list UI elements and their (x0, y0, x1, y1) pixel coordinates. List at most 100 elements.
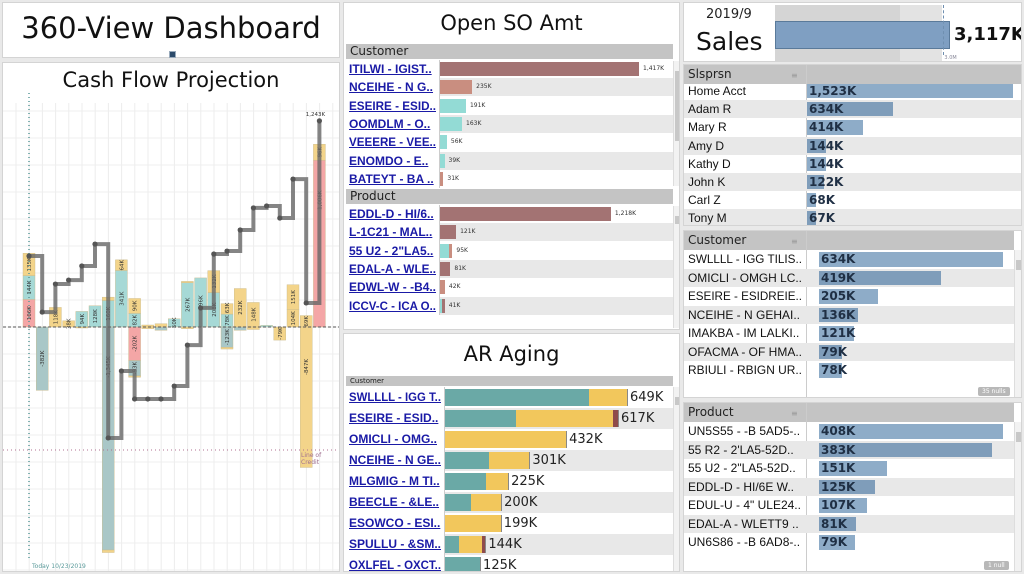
customer-link[interactable]: BEECLE - &LE.. (349, 495, 440, 509)
customer-link[interactable]: 55 U2 - 2"LA5.. (349, 243, 434, 258)
value-bar[interactable] (807, 211, 817, 225)
value-bar[interactable] (807, 156, 827, 171)
cash-balance-point[interactable] (290, 176, 296, 182)
customer-link[interactable]: SWLLLL - IGG T.. (349, 390, 441, 404)
customer-link[interactable]: NCEIHE - N GE.. (349, 453, 441, 467)
list-item[interactable]: ESEIRE - ESIDREIE.. 205K (684, 287, 1014, 306)
list-item[interactable]: Carl Z 68K (684, 191, 1021, 209)
value-bar[interactable] (807, 193, 817, 208)
sales-product-scrollbar[interactable] (1014, 422, 1021, 571)
cash-flow-bar[interactable] (128, 298, 141, 314)
aging-segment[interactable] (459, 536, 482, 553)
bar-segment[interactable] (439, 298, 442, 313)
cash-balance-point[interactable] (26, 253, 32, 259)
cash-flow-bar[interactable] (115, 259, 128, 271)
open-so-customer-scrollbar[interactable] (673, 61, 679, 186)
ar-aging-scrollbar[interactable] (673, 387, 679, 571)
value-bar[interactable] (819, 516, 856, 531)
value-bar[interactable] (819, 461, 888, 476)
sort-icon[interactable]: ≡ (791, 409, 798, 418)
list-item[interactable]: IMAKBA - IM LALKI.. 121K (684, 324, 1014, 343)
aging-segment[interactable] (445, 515, 501, 532)
cash-balance-point[interactable] (118, 368, 124, 374)
list-item[interactable]: OMICLI - OMGH LC.. 419K (684, 268, 1014, 287)
list-item[interactable]: Tony M 67K (684, 209, 1021, 225)
aging-segment[interactable] (445, 410, 516, 427)
value-bar[interactable] (819, 479, 876, 494)
cash-balance-point[interactable] (277, 215, 283, 221)
sort-icon[interactable]: ≡ (791, 237, 798, 246)
aging-segment[interactable] (471, 494, 502, 511)
cash-balance-point[interactable] (66, 277, 72, 283)
customer-link[interactable]: OMICLI - OMG.. (349, 432, 437, 446)
value-bar[interactable] (819, 363, 842, 378)
aging-segment[interactable] (482, 536, 486, 553)
aging-segment[interactable] (445, 557, 481, 571)
sort-icon[interactable]: ≡ (791, 71, 798, 80)
bar-segment[interactable] (439, 261, 451, 276)
bar-segment[interactable] (439, 98, 466, 113)
value-bar[interactable] (819, 344, 842, 359)
value-bar[interactable] (807, 102, 893, 117)
bar-segment[interactable] (441, 298, 445, 313)
cash-balance-point[interactable] (250, 205, 256, 211)
list-item[interactable]: OFACMA - OF HMA.. 79K (684, 342, 1014, 361)
bar-segment[interactable] (439, 225, 457, 240)
cash-balance-point[interactable] (52, 281, 59, 287)
cash-balance-point[interactable] (145, 396, 151, 402)
cash-balance-point[interactable] (79, 263, 85, 269)
value-bar[interactable] (819, 326, 855, 341)
cash-flow-bar[interactable] (260, 325, 273, 328)
customer-link[interactable]: L-1C21 - MAL.. (349, 225, 433, 240)
cash-flow-bar[interactable] (36, 326, 49, 391)
customer-link[interactable]: EDWL-W - -B4.. (349, 280, 436, 295)
sales-customer-scrollbar[interactable] (1014, 250, 1021, 397)
value-bar[interactable] (819, 289, 879, 304)
cash-balance-point[interactable] (198, 305, 204, 311)
cash-balance-point[interactable] (158, 396, 164, 402)
customer-link[interactable]: EDAL-A - WLE.. (349, 261, 436, 276)
bar-segment[interactable] (439, 153, 445, 168)
list-item[interactable]: RBIULI - RBIGN UR.. 78K (684, 361, 1014, 380)
customer-link[interactable]: ESOWCO - ESI.. (349, 516, 441, 530)
customer-link[interactable]: ENOMDO - E.. (349, 153, 429, 168)
cash-balance-point[interactable] (184, 342, 190, 348)
customer-link[interactable]: ESEIRE - ESID.. (349, 98, 436, 113)
value-bar[interactable] (819, 535, 855, 550)
cash-balance-point[interactable] (171, 383, 177, 389)
cash-balance-point[interactable] (303, 300, 309, 306)
aging-segment[interactable] (612, 410, 619, 427)
list-item[interactable]: 55 R2 - 2'LA5-52D.. 383K (684, 440, 1014, 459)
value-bar[interactable] (819, 270, 941, 285)
customer-link[interactable]: OOMDLM - O.. (349, 116, 431, 131)
customer-link[interactable]: BATEYT - BA .. (349, 171, 434, 186)
aging-segment[interactable] (445, 473, 486, 490)
cash-balance-point[interactable] (92, 241, 98, 247)
list-item[interactable]: SWLLLL - IGG TILIS.. 634K (684, 250, 1014, 269)
value-bar[interactable] (819, 307, 859, 322)
aging-segment[interactable] (489, 452, 530, 469)
value-bar[interactable] (807, 84, 1013, 99)
cash-balance-point[interactable] (316, 118, 322, 124)
list-item[interactable]: Amy D 144K (684, 136, 1021, 155)
bar-segment[interactable] (439, 116, 462, 131)
cash-flow-bar[interactable] (220, 347, 234, 350)
list-item[interactable]: Mary R 414K (684, 118, 1021, 136)
list-item[interactable]: NCEIHE - N GEHAI.. 136K (684, 305, 1014, 324)
customer-link[interactable]: SPULLU - &SM.. (349, 537, 441, 551)
cash-flow-bar[interactable] (300, 326, 313, 468)
bar-segment[interactable] (439, 280, 445, 295)
list-item[interactable]: UN6S86 - -B 6AD8-.. 79K (684, 533, 1014, 552)
value-bar[interactable] (819, 498, 868, 513)
nulls-badge[interactable]: 1 null (984, 561, 1009, 570)
cash-balance-point[interactable] (132, 396, 138, 402)
customer-link[interactable]: OXLFEL - OXCT.. (349, 558, 441, 572)
value-bar[interactable] (807, 138, 827, 153)
value-bar[interactable] (819, 252, 1003, 267)
cash-flow-bar[interactable] (101, 549, 115, 553)
cash-balance-point[interactable] (39, 309, 45, 315)
aging-segment[interactable] (445, 389, 590, 406)
bar-segment[interactable] (439, 243, 449, 258)
customer-link[interactable]: ICCV-C - ICA O.. (349, 298, 436, 313)
list-item[interactable]: 55 U2 - 2"LA5-52D.. 151K (684, 459, 1014, 478)
